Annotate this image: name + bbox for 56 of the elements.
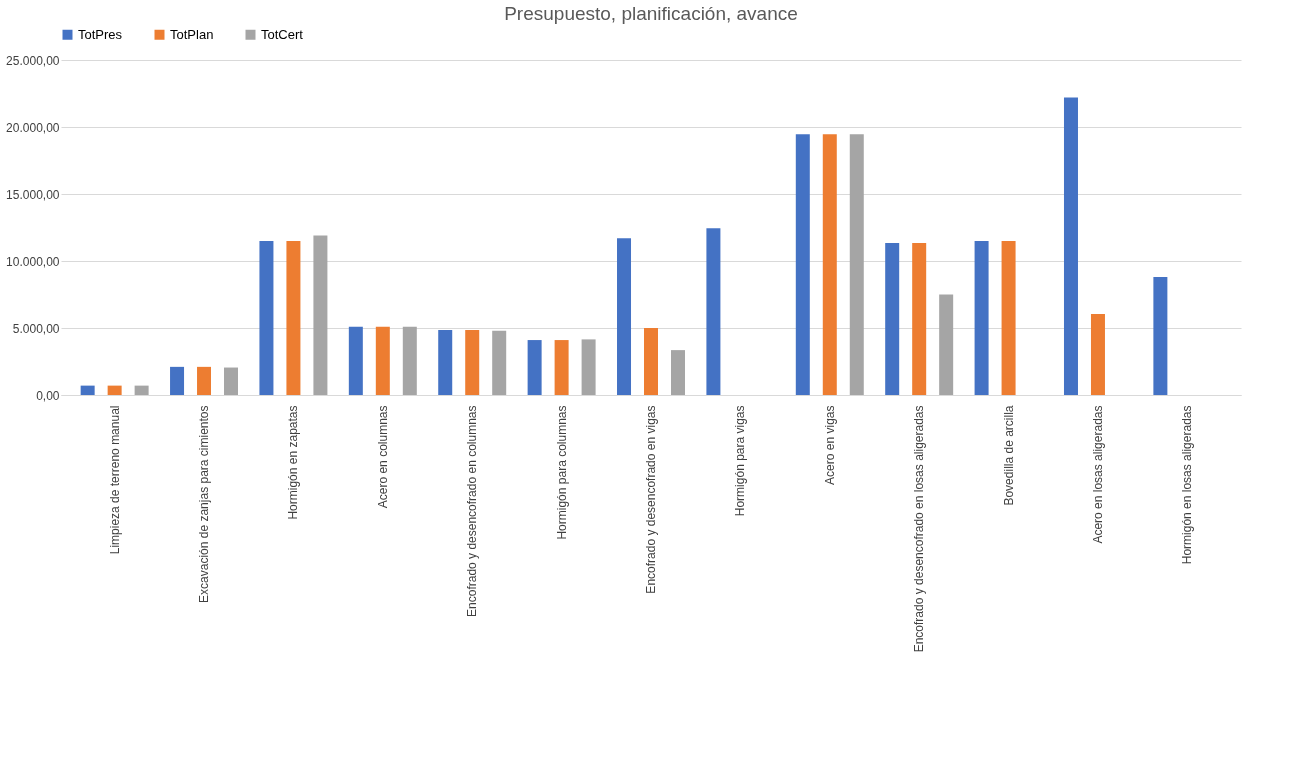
bar [974, 240, 989, 395]
bar [134, 385, 149, 395]
x-tick-label: Hormigón en losas aligeradas [1180, 405, 1195, 565]
bar [706, 228, 721, 395]
bar [438, 330, 453, 395]
y-tick-label: 10.000,00 [6, 254, 60, 269]
bar [581, 339, 596, 395]
x-tick-label: Bovedilla de arcilla [1001, 405, 1016, 506]
bar [313, 235, 328, 395]
bar [107, 385, 122, 395]
bar [80, 385, 95, 395]
bar [1090, 313, 1105, 395]
bar [939, 294, 954, 395]
bar [885, 242, 900, 395]
x-tick-label: Encofrado y desencofrado en vigas [644, 405, 658, 594]
bar [670, 350, 685, 395]
bar [375, 326, 390, 395]
bar [795, 134, 810, 395]
x-tick-label: Hormigón para vigas [733, 405, 748, 517]
legend-label: TotPlan [170, 26, 214, 42]
bar [912, 242, 927, 395]
bar [527, 340, 542, 395]
y-tick-label: 15.000,00 [6, 187, 60, 202]
x-tick-label: Hormigón para columnas [554, 405, 569, 540]
legend-label: TotCert [261, 26, 304, 42]
legend-label: TotPres [78, 26, 123, 42]
bar [348, 326, 363, 395]
x-tick-label: Encofrado y desencofrado en losas aligeradas [912, 405, 927, 653]
y-tick-label: 5.000,00 [12, 321, 60, 336]
bar [822, 134, 837, 395]
y-tick-label: 25.000,00 [6, 53, 60, 68]
x-tick-label: Encofrado y desencofrado en columnas [465, 405, 480, 617]
x-tick-label: Acero en losas aligeradas [1090, 405, 1105, 544]
bar [286, 240, 301, 395]
bar [465, 330, 480, 395]
bar [259, 240, 274, 395]
x-tick-label: Acero en vigas [822, 405, 837, 485]
x-tick-label: Excavación de zanjas para cimientos [197, 405, 212, 603]
y-tick-label: 20.000,00 [6, 120, 60, 135]
x-tick-label: Hormigón en zapatas [286, 405, 301, 520]
y-tick-label: 0,00 [36, 388, 60, 403]
bar [1001, 240, 1016, 395]
bar [1063, 97, 1078, 395]
chart-title: Presupuesto, planificación, avance [504, 3, 798, 24]
bar [554, 340, 569, 395]
bar [617, 238, 632, 395]
bar [402, 326, 417, 395]
x-tick-label: Limpieza de terreno manual [107, 405, 122, 555]
bar [849, 134, 864, 395]
bar [170, 366, 185, 395]
x-tick-label: Acero en columnas [375, 405, 390, 509]
bar [644, 328, 658, 395]
bar [224, 367, 239, 395]
bar [492, 330, 507, 395]
bar [197, 366, 212, 395]
bar [1153, 277, 1168, 395]
